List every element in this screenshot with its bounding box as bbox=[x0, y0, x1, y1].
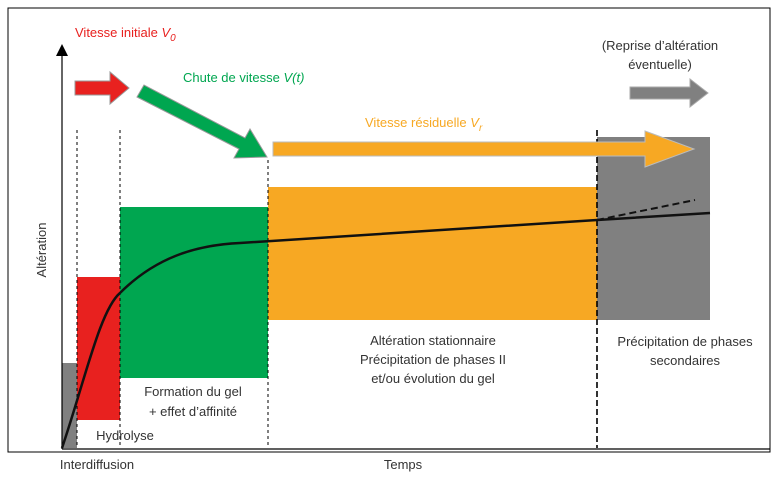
resumption-label: éventuelle) bbox=[628, 57, 692, 72]
phase-label: Altération stationnaire bbox=[370, 333, 496, 348]
secondary-band bbox=[597, 137, 710, 320]
stationary-band bbox=[268, 187, 597, 320]
phase-label: secondaires bbox=[650, 353, 721, 368]
gel-band bbox=[120, 207, 268, 378]
initial-rate-arrow bbox=[74, 70, 130, 106]
rate-drop-label: Chute de vitesse V(t) bbox=[183, 70, 304, 85]
resumption-label: (Reprise d’altération bbox=[602, 38, 718, 53]
phase-label: Formation du gel bbox=[144, 384, 242, 399]
phase-label: Précipitation de phases bbox=[617, 334, 753, 349]
x-axis-label: Temps bbox=[384, 457, 423, 472]
phase-label: Interdiffusion bbox=[60, 457, 134, 472]
residual-rate-label: Vitesse résiduelle Vr bbox=[365, 115, 483, 134]
phase-label: et/ou évolution du gel bbox=[371, 371, 495, 386]
initial-rate-label: Vitesse initiale V0 bbox=[75, 25, 176, 44]
residual-rate-arrow bbox=[272, 130, 696, 168]
resumption-arrow bbox=[629, 77, 709, 109]
rate-drop-arrow bbox=[136, 84, 268, 159]
alteration-curve bbox=[60, 211, 711, 449]
phase-label: + effet d’affinité bbox=[149, 404, 237, 419]
phase-label: Précipitation de phases II bbox=[360, 352, 506, 367]
phase-label: Hydrolyse bbox=[96, 428, 154, 443]
resumption-curve bbox=[596, 199, 696, 221]
interdiffusion-band bbox=[62, 363, 77, 448]
frame bbox=[7, 7, 771, 453]
y-axis-label: Altération bbox=[34, 223, 49, 278]
